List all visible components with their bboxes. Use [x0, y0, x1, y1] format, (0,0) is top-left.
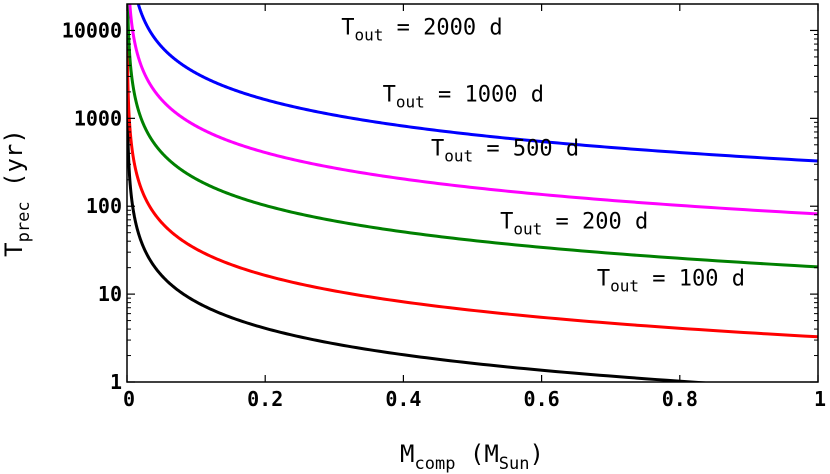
plot-frame — [126, 3, 819, 383]
curve-label-1000d: Tout = 1000 d — [383, 83, 544, 112]
y-tick-label: 10000 — [62, 18, 122, 42]
curve-labels: Tout = 100 d Tout = 200 d Tout = 500 d Tout… — [341, 15, 745, 295]
series-line-100d — [127, 99, 715, 382]
y-axis-label: Tprec (yr) — [0, 129, 34, 257]
curve-label-2000d: Tout = 2000 d — [341, 15, 502, 44]
x-tick-label: 0.6 — [524, 387, 560, 411]
series-line-2000d — [136, 4, 818, 163]
y-tick-label: 10 — [98, 282, 122, 306]
x-tick-label: 0 — [123, 387, 135, 411]
x-axis-label: Mcomp (MSun) — [400, 440, 544, 474]
x-tick-label: 0.8 — [662, 387, 698, 411]
x-tick-label: 0.2 — [247, 387, 283, 411]
series-line-1000d — [128, 4, 818, 216]
axis-ticks: 0 0.2 0.4 0.6 0.8 1 1 10 100 1000 10000 — [62, 3, 826, 411]
x-tick-label: 0.4 — [385, 387, 421, 411]
y-tick-label: 1 — [110, 370, 122, 394]
y-tick-label: 1000 — [74, 106, 122, 130]
curve-label-500d: Tout = 500 d — [431, 136, 579, 165]
curve-label-200d: Tout = 200 d — [500, 209, 648, 238]
series-lines — [127, 4, 818, 382]
curve-label-100d: Tout = 100 d — [597, 267, 745, 296]
x-tick-label: 1 — [814, 387, 826, 411]
series-line-200d — [127, 46, 818, 339]
y-tick-label: 100 — [86, 194, 122, 218]
